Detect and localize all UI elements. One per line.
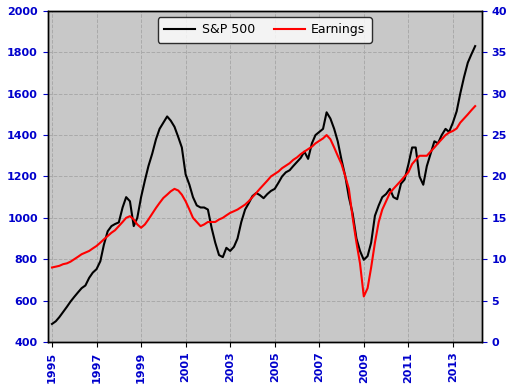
Earnings bbox=[145, 217, 152, 222]
S&P 500 bbox=[472, 44, 478, 48]
Earnings bbox=[424, 153, 430, 158]
Earnings bbox=[361, 294, 367, 299]
S&P 500 bbox=[420, 183, 426, 187]
Earnings bbox=[104, 234, 111, 238]
Line: S&P 500: S&P 500 bbox=[52, 46, 475, 324]
S&P 500 bbox=[104, 229, 111, 234]
Earnings bbox=[187, 207, 193, 212]
Legend: S&P 500, Earnings: S&P 500, Earnings bbox=[158, 17, 372, 43]
S&P 500 bbox=[305, 156, 311, 161]
Line: Earnings: Earnings bbox=[52, 106, 475, 296]
S&P 500 bbox=[49, 322, 55, 326]
Earnings bbox=[472, 104, 478, 108]
Earnings bbox=[209, 220, 215, 224]
S&P 500 bbox=[145, 164, 152, 168]
S&P 500 bbox=[187, 183, 193, 187]
Earnings bbox=[49, 265, 55, 270]
S&P 500 bbox=[209, 226, 215, 230]
Earnings bbox=[305, 147, 311, 151]
